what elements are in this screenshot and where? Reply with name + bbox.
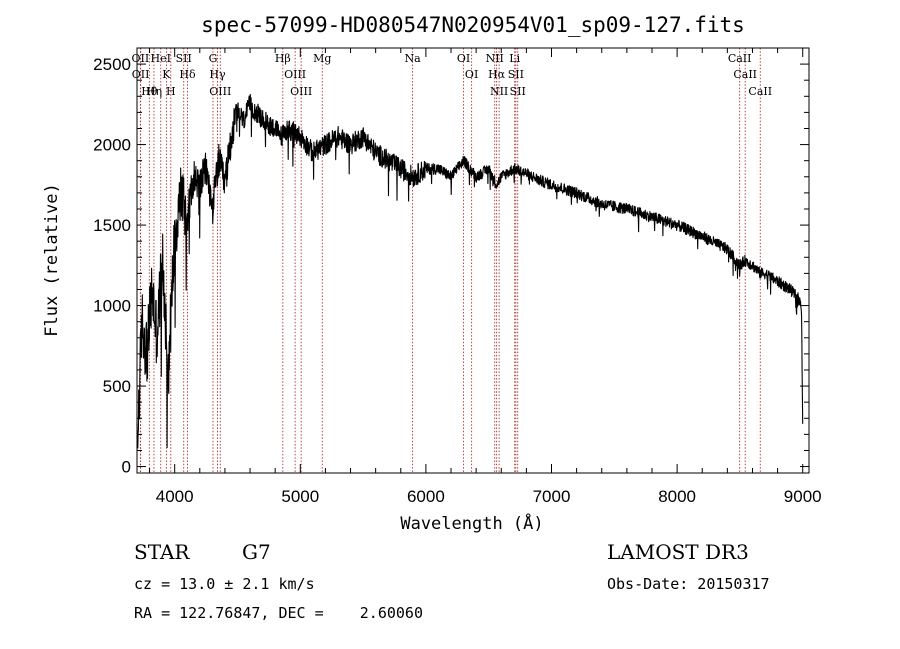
spectral-line-label: H bbox=[166, 85, 176, 98]
object-class: STAR bbox=[134, 540, 190, 564]
spectral-line-label: Mg bbox=[313, 52, 331, 65]
spectral-line-label: Hβ bbox=[275, 52, 291, 65]
y-tick-label: 2500 bbox=[93, 55, 131, 74]
survey-name: LAMOST DR3 bbox=[607, 540, 749, 564]
spectral-line-label: NII bbox=[490, 85, 508, 98]
spectral-line-label: Hδ bbox=[179, 68, 196, 81]
y-tick-label: 500 bbox=[103, 377, 131, 396]
spectral-line-label: NII bbox=[486, 52, 504, 65]
chart-title: spec-57099-HD080547N020954V01_sp09-127.f… bbox=[201, 13, 745, 37]
y-tick-label: 1000 bbox=[93, 297, 131, 316]
spectral-line-label: OI bbox=[465, 68, 478, 81]
spectral-line-label: OII bbox=[132, 68, 150, 81]
x-tick-label: 5000 bbox=[281, 487, 319, 506]
y-tick-label: 2000 bbox=[93, 136, 131, 155]
spectral-line-label: OI bbox=[457, 52, 470, 65]
x-tick-label: 7000 bbox=[533, 487, 571, 506]
spectral-lines-layer bbox=[139, 48, 761, 473]
x-tick-label: 8000 bbox=[658, 487, 696, 506]
spectral-line-label: Hθ bbox=[141, 85, 158, 98]
plot-frame bbox=[136, 47, 810, 474]
object-subclass: G7 bbox=[242, 540, 271, 564]
spectral-line-label: SII bbox=[176, 52, 192, 65]
y-tick-label: 0 bbox=[122, 458, 131, 477]
spectral-line-label: CaII bbox=[748, 85, 772, 98]
spectral-line-label: CaII bbox=[728, 52, 752, 65]
y-tick-label: 1500 bbox=[93, 216, 131, 235]
spectral-line-label: OIII bbox=[284, 68, 306, 81]
coordinates-text: RA = 122.76847, DEC = 2.60060 bbox=[134, 604, 423, 622]
x-tick-label: 4000 bbox=[156, 487, 194, 506]
spectral-line-label: CaII bbox=[733, 68, 757, 81]
redshift-text: cz = 13.0 ± 2.1 km/s bbox=[134, 575, 315, 593]
spectral-line-label: Na bbox=[404, 52, 421, 65]
spectral-line-label: SII bbox=[508, 68, 524, 81]
x-axis-label: Wavelength (Å) bbox=[400, 512, 543, 534]
x-tick-label: 6000 bbox=[407, 487, 445, 506]
spectral-line-label: HeI bbox=[151, 52, 171, 65]
spectral-line-label: OIII bbox=[209, 85, 231, 98]
spectral-line-label: G bbox=[209, 52, 218, 65]
spectral-line-label: Li bbox=[509, 52, 520, 65]
obs-date-text: Obs-Date: 20150317 bbox=[607, 575, 770, 593]
spectral-line-label: Hη bbox=[146, 85, 162, 98]
spectral-line-label: K bbox=[162, 68, 171, 81]
spectral-line-label: OIII bbox=[290, 85, 312, 98]
spectral-line-label: SII bbox=[510, 85, 526, 98]
y-axis-label: Flux (relative) bbox=[42, 183, 62, 337]
spectral-line-label: Hα bbox=[488, 68, 506, 81]
spectral-line-label: Hγ bbox=[209, 68, 226, 81]
spectral-line-label: OII bbox=[132, 52, 150, 65]
x-tick-label: 9000 bbox=[784, 487, 822, 506]
spectrum-series bbox=[136, 94, 804, 449]
axis-ticks: 4000 5000 6000 7000 8000 9000 0 500 1000 1500 2000… bbox=[93, 48, 822, 506]
